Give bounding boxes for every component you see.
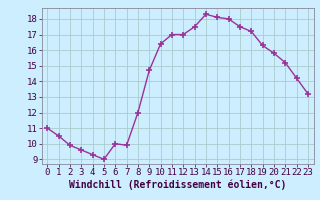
X-axis label: Windchill (Refroidissement éolien,°C): Windchill (Refroidissement éolien,°C)	[69, 180, 286, 190]
